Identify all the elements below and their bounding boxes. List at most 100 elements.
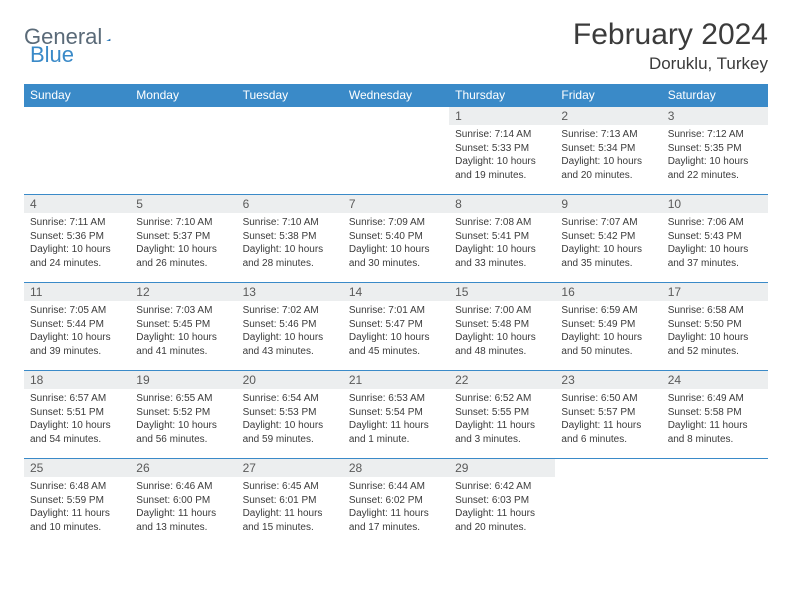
day-number: 23	[555, 371, 661, 389]
day-number: 12	[130, 283, 236, 301]
day-detail: Sunrise: 7:11 AMSunset: 5:36 PMDaylight:…	[24, 213, 130, 273]
day-number: 2	[555, 107, 661, 125]
weekday-sunday: Sunday	[24, 84, 130, 107]
day-detail: Sunrise: 6:49 AMSunset: 5:58 PMDaylight:…	[662, 389, 768, 449]
calendar-cell: ..	[24, 107, 130, 195]
day-number: 29	[449, 459, 555, 477]
calendar-cell: 5Sunrise: 7:10 AMSunset: 5:37 PMDaylight…	[130, 195, 236, 283]
calendar-cell: 7Sunrise: 7:09 AMSunset: 5:40 PMDaylight…	[343, 195, 449, 283]
calendar-cell: ..	[555, 459, 661, 547]
day-detail: Sunrise: 6:54 AMSunset: 5:53 PMDaylight:…	[237, 389, 343, 449]
day-number: 6	[237, 195, 343, 213]
day-detail: Sunrise: 6:52 AMSunset: 5:55 PMDaylight:…	[449, 389, 555, 449]
calendar-cell: 6Sunrise: 7:10 AMSunset: 5:38 PMDaylight…	[237, 195, 343, 283]
calendar-cell: 22Sunrise: 6:52 AMSunset: 5:55 PMDayligh…	[449, 371, 555, 459]
calendar-cell: 28Sunrise: 6:44 AMSunset: 6:02 PMDayligh…	[343, 459, 449, 547]
calendar-cell: 12Sunrise: 7:03 AMSunset: 5:45 PMDayligh…	[130, 283, 236, 371]
logo-text-2-wrap: Blue	[30, 42, 74, 68]
calendar-cell: ..	[343, 107, 449, 195]
header: General Blue February 2024 Doruklu, Turk…	[24, 18, 768, 74]
day-number: 19	[130, 371, 236, 389]
day-number: 26	[130, 459, 236, 477]
day-detail: Sunrise: 7:08 AMSunset: 5:41 PMDaylight:…	[449, 213, 555, 273]
day-detail: Sunrise: 6:55 AMSunset: 5:52 PMDaylight:…	[130, 389, 236, 449]
calendar-cell: 27Sunrise: 6:45 AMSunset: 6:01 PMDayligh…	[237, 459, 343, 547]
month-title: February 2024	[573, 18, 768, 52]
calendar-cell: 14Sunrise: 7:01 AMSunset: 5:47 PMDayligh…	[343, 283, 449, 371]
calendar-cell: 2Sunrise: 7:13 AMSunset: 5:34 PMDaylight…	[555, 107, 661, 195]
day-detail: Sunrise: 7:07 AMSunset: 5:42 PMDaylight:…	[555, 213, 661, 273]
location: Doruklu, Turkey	[573, 54, 768, 74]
day-number: 17	[662, 283, 768, 301]
calendar-cell: 17Sunrise: 6:58 AMSunset: 5:50 PMDayligh…	[662, 283, 768, 371]
weekday-saturday: Saturday	[662, 84, 768, 107]
day-number: 16	[555, 283, 661, 301]
day-detail: Sunrise: 6:46 AMSunset: 6:00 PMDaylight:…	[130, 477, 236, 537]
weekday-wednesday: Wednesday	[343, 84, 449, 107]
day-number: 27	[237, 459, 343, 477]
weekday-friday: Friday	[555, 84, 661, 107]
day-detail: Sunrise: 7:02 AMSunset: 5:46 PMDaylight:…	[237, 301, 343, 361]
day-number: 28	[343, 459, 449, 477]
day-number: 8	[449, 195, 555, 213]
calendar-cell: 3Sunrise: 7:12 AMSunset: 5:35 PMDaylight…	[662, 107, 768, 195]
calendar-cell: 11Sunrise: 7:05 AMSunset: 5:44 PMDayligh…	[24, 283, 130, 371]
day-detail: Sunrise: 7:13 AMSunset: 5:34 PMDaylight:…	[555, 125, 661, 185]
day-detail: Sunrise: 7:09 AMSunset: 5:40 PMDaylight:…	[343, 213, 449, 273]
calendar-cell: 16Sunrise: 6:59 AMSunset: 5:49 PMDayligh…	[555, 283, 661, 371]
calendar-cell: 10Sunrise: 7:06 AMSunset: 5:43 PMDayligh…	[662, 195, 768, 283]
day-number: 25	[24, 459, 130, 477]
calendar-cell: 13Sunrise: 7:02 AMSunset: 5:46 PMDayligh…	[237, 283, 343, 371]
day-number: 13	[237, 283, 343, 301]
weekday-thursday: Thursday	[449, 84, 555, 107]
day-detail: Sunrise: 7:12 AMSunset: 5:35 PMDaylight:…	[662, 125, 768, 185]
day-detail: Sunrise: 7:00 AMSunset: 5:48 PMDaylight:…	[449, 301, 555, 361]
day-detail: Sunrise: 6:50 AMSunset: 5:57 PMDaylight:…	[555, 389, 661, 449]
day-number: 3	[662, 107, 768, 125]
calendar-cell: 15Sunrise: 7:00 AMSunset: 5:48 PMDayligh…	[449, 283, 555, 371]
day-detail: Sunrise: 7:01 AMSunset: 5:47 PMDaylight:…	[343, 301, 449, 361]
day-number: 21	[343, 371, 449, 389]
day-detail: Sunrise: 6:42 AMSunset: 6:03 PMDaylight:…	[449, 477, 555, 537]
day-number: 10	[662, 195, 768, 213]
weekday-monday: Monday	[130, 84, 236, 107]
calendar-cell: 18Sunrise: 6:57 AMSunset: 5:51 PMDayligh…	[24, 371, 130, 459]
day-detail: Sunrise: 7:10 AMSunset: 5:37 PMDaylight:…	[130, 213, 236, 273]
calendar-cell: ..	[662, 459, 768, 547]
day-number: 24	[662, 371, 768, 389]
calendar-cell: 29Sunrise: 6:42 AMSunset: 6:03 PMDayligh…	[449, 459, 555, 547]
day-detail: Sunrise: 7:05 AMSunset: 5:44 PMDaylight:…	[24, 301, 130, 361]
calendar-cell: 21Sunrise: 6:53 AMSunset: 5:54 PMDayligh…	[343, 371, 449, 459]
calendar-cell: 25Sunrise: 6:48 AMSunset: 5:59 PMDayligh…	[24, 459, 130, 547]
day-detail: Sunrise: 6:45 AMSunset: 6:01 PMDaylight:…	[237, 477, 343, 537]
calendar-cell: 20Sunrise: 6:54 AMSunset: 5:53 PMDayligh…	[237, 371, 343, 459]
day-number: 22	[449, 371, 555, 389]
calendar-cell: 24Sunrise: 6:49 AMSunset: 5:58 PMDayligh…	[662, 371, 768, 459]
day-number: 20	[237, 371, 343, 389]
day-number: 15	[449, 283, 555, 301]
day-number: 1	[449, 107, 555, 125]
day-number: 7	[343, 195, 449, 213]
weekday-tuesday: Tuesday	[237, 84, 343, 107]
day-detail: Sunrise: 7:10 AMSunset: 5:38 PMDaylight:…	[237, 213, 343, 273]
day-detail: Sunrise: 6:44 AMSunset: 6:02 PMDaylight:…	[343, 477, 449, 537]
day-detail: Sunrise: 6:57 AMSunset: 5:51 PMDaylight:…	[24, 389, 130, 449]
weekday-header: SundayMondayTuesdayWednesdayThursdayFrid…	[24, 84, 768, 107]
day-detail: Sunrise: 6:59 AMSunset: 5:49 PMDaylight:…	[555, 301, 661, 361]
calendar-cell: ..	[237, 107, 343, 195]
day-detail: Sunrise: 6:48 AMSunset: 5:59 PMDaylight:…	[24, 477, 130, 537]
title-block: February 2024 Doruklu, Turkey	[573, 18, 768, 74]
day-detail: Sunrise: 7:06 AMSunset: 5:43 PMDaylight:…	[662, 213, 768, 273]
calendar-table: SundayMondayTuesdayWednesdayThursdayFrid…	[24, 84, 768, 547]
day-number: 14	[343, 283, 449, 301]
logo-triangle-icon	[106, 28, 110, 46]
calendar-cell: 23Sunrise: 6:50 AMSunset: 5:57 PMDayligh…	[555, 371, 661, 459]
day-number: 5	[130, 195, 236, 213]
day-detail: Sunrise: 6:53 AMSunset: 5:54 PMDaylight:…	[343, 389, 449, 449]
day-detail: Sunrise: 6:58 AMSunset: 5:50 PMDaylight:…	[662, 301, 768, 361]
calendar-cell: 1Sunrise: 7:14 AMSunset: 5:33 PMDaylight…	[449, 107, 555, 195]
calendar-cell: 26Sunrise: 6:46 AMSunset: 6:00 PMDayligh…	[130, 459, 236, 547]
calendar-cell: 9Sunrise: 7:07 AMSunset: 5:42 PMDaylight…	[555, 195, 661, 283]
day-number: 11	[24, 283, 130, 301]
calendar-cell: 8Sunrise: 7:08 AMSunset: 5:41 PMDaylight…	[449, 195, 555, 283]
